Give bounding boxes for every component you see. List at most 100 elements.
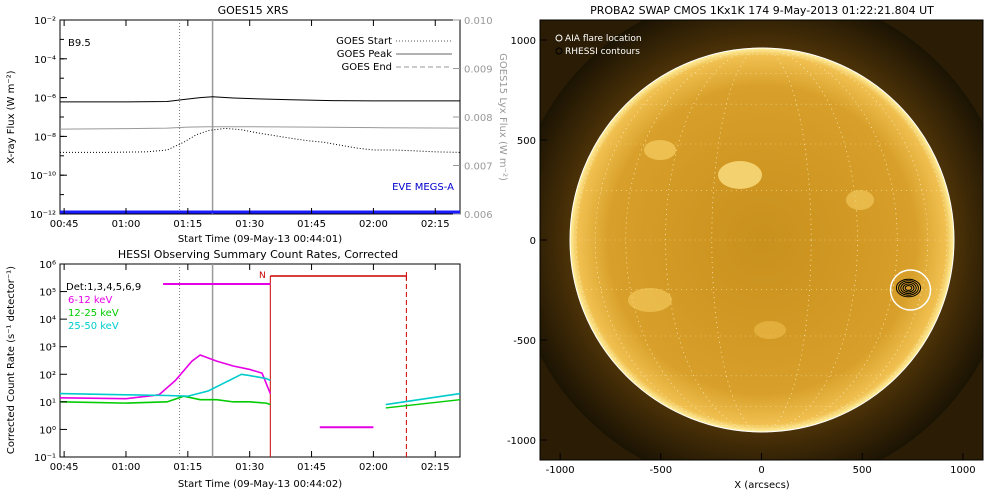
x-tick-label: 01:45 — [297, 219, 326, 230]
goes-title: GOES15 XRS — [218, 4, 289, 17]
goes-y-axis: 10⁻¹² 10⁻¹⁰ 10⁻⁸ 10⁻⁶ 10⁻⁴ 10⁻² — [30, 16, 67, 221]
goes-plot-frame — [59, 19, 461, 215]
goes-class-label: B9.5 — [68, 38, 91, 49]
active-region — [628, 288, 672, 312]
x-tick-label: 01:30 — [235, 462, 264, 473]
hessi-y-axis: 10⁻¹ 10⁰ 10¹ 10² 10³ 10⁴ 10⁵ 10⁶ — [34, 260, 67, 464]
swap-x-label: X (arcsecs) — [734, 480, 790, 491]
y-tick-label: 10⁻⁴ — [34, 55, 56, 66]
goes-x-label: Start Time (09-May-13 00:44:01) — [178, 234, 342, 245]
heliographic-grid — [569, 47, 954, 433]
x-tick-label: 00:45 — [50, 219, 79, 230]
swap-panel: PROBA2 SWAP CMOS 1Kx1K 174 9-May-2013 01… — [507, 4, 984, 491]
longitude-line — [594, 47, 929, 433]
x-tick-label: 01:30 — [235, 219, 264, 230]
goes-legend-end: GOES End — [342, 62, 392, 73]
y-tick-label: 500 — [517, 136, 536, 147]
swap-y-axis: -1000 -500 0 500 1000 — [507, 36, 547, 447]
y2-tick-label: 0.006 — [464, 210, 493, 221]
y-tick-label: -500 — [513, 336, 536, 347]
x-tick-label: 1000 — [950, 465, 975, 476]
y-tick-label: 10⁻¹ — [34, 453, 56, 464]
goes-y-label: X-ray Flux (W m⁻²) — [6, 70, 17, 163]
x-tick-label: 0 — [758, 465, 764, 476]
x-tick-label: 01:00 — [112, 219, 141, 230]
hessi-x-axis: 00:45 01:00 01:15 01:30 01:45 02:00 02:15 — [50, 264, 450, 473]
active-region — [718, 161, 762, 189]
longitude-line — [665, 47, 858, 433]
lya-series-line — [59, 126, 461, 130]
y2-tick-label: 0.010 — [464, 16, 493, 27]
sun-disk — [570, 48, 954, 432]
rhessi-contour — [900, 281, 917, 295]
hessi-x-label: Start Time (09-May-13 00:44:02) — [178, 479, 342, 490]
y2-tick-label: 0.008 — [464, 113, 493, 124]
longitude-line — [625, 47, 898, 433]
y-tick-label: 10⁻⁸ — [34, 132, 56, 143]
goes-plot-area — [59, 20, 461, 214]
rhessi-contour — [902, 283, 915, 293]
hessi-legend-25-50: 25-50 keV — [68, 321, 119, 332]
y-tick-label: 10⁻⁶ — [34, 94, 56, 105]
goes-long-series-line — [60, 96, 460, 103]
rhessi-25-50-series-line — [59, 373, 271, 398]
legend-circle-icon — [555, 34, 563, 42]
hessi-legend-6-12: 6-12 keV — [68, 295, 112, 306]
goes-short-series-line — [60, 127, 461, 153]
hessi-detectors-label: Det:1,3,4,5,6,9 — [66, 282, 141, 293]
y2-tick-label: 0.007 — [464, 162, 493, 173]
goes-eve-label: EVE MEGS-A — [392, 182, 454, 193]
y-tick-label: 10⁴ — [39, 315, 56, 326]
goes-panel: GOES15 XRS 00:45 01:00 01:15 01:30 01:45 02:0… — [6, 4, 508, 245]
goes-legend-start: GOES Start — [336, 36, 392, 47]
y-tick-label: 10⁶ — [39, 260, 56, 271]
y-tick-label: 10⁻¹⁰ — [30, 171, 56, 182]
hessi-legend-12-25: 12-25 keV — [68, 308, 119, 319]
x-tick-label: 01:45 — [297, 462, 326, 473]
swap-legend: AIA flare location RHESSI contours — [555, 34, 642, 57]
active-regions — [628, 140, 874, 339]
x-tick-label: -500 — [649, 465, 672, 476]
rhessi-12-25-series-line — [59, 395, 271, 406]
y-tick-label: 10¹ — [39, 398, 56, 409]
rhessi-recovery-trace — [385, 398, 461, 409]
goes-y2-axis: 0.006 0.007 0.008 0.009 0.010 — [453, 16, 493, 221]
hessi-attenuator-label: N — [259, 271, 266, 281]
rhessi-contour — [898, 280, 919, 296]
y-tick-label: 0 — [530, 236, 536, 247]
hessi-plot-area — [59, 264, 461, 457]
goes-legend-peak: GOES Peak — [337, 49, 392, 60]
x-tick-label: 02:15 — [421, 219, 450, 230]
goes-legend: GOES Start GOES Peak GOES End — [336, 36, 452, 73]
swap-legend-rhessi: RHESSI contours — [565, 47, 640, 57]
rhessi-contour — [895, 278, 922, 298]
hessi-plot-frame — [59, 263, 461, 458]
x-tick-label: 00:45 — [50, 462, 79, 473]
rhessi-recovery-trace — [385, 392, 461, 406]
hessi-title: HESSI Observing Summary Count Rates, Cor… — [118, 248, 398, 261]
swap-legend-aia: AIA flare location — [565, 34, 642, 44]
longitude-line — [575, 47, 948, 433]
active-region — [754, 321, 786, 339]
swap-title: PROBA2 SWAP CMOS 1Kx1K 174 9-May-2013 01… — [590, 4, 934, 17]
y-tick-label: -1000 — [507, 436, 536, 447]
y-tick-label: 10² — [39, 370, 56, 381]
aia-flare-circle — [889, 269, 932, 311]
active-region — [644, 140, 676, 160]
rhessi-contour — [904, 285, 913, 291]
x-tick-label: 01:00 — [112, 462, 141, 473]
rhessi-6-12-series-line — [59, 354, 272, 400]
hessi-panel: HESSI Observing Summary Count Rates, Cor… — [6, 248, 461, 490]
goes-y2-label: GOES15 Lyx Flux (W m⁻²) — [497, 53, 508, 181]
x-tick-label: 02:00 — [359, 219, 388, 230]
x-tick-label: 01:15 — [173, 219, 202, 230]
goes-x-axis: 00:45 01:00 01:15 01:30 01:45 02:00 02:15 — [50, 20, 450, 230]
x-tick-label: -1000 — [546, 465, 575, 476]
x-tick-label: 500 — [853, 465, 872, 476]
y-tick-label: 10³ — [39, 343, 56, 354]
swap-x-axis: -1000 -500 0 500 1000 — [546, 453, 976, 476]
active-region — [846, 190, 874, 210]
hessi-y-label: Corrected Count Rate (s⁻¹ detector⁻¹) — [6, 266, 17, 454]
legend-circle-icon — [555, 47, 563, 55]
